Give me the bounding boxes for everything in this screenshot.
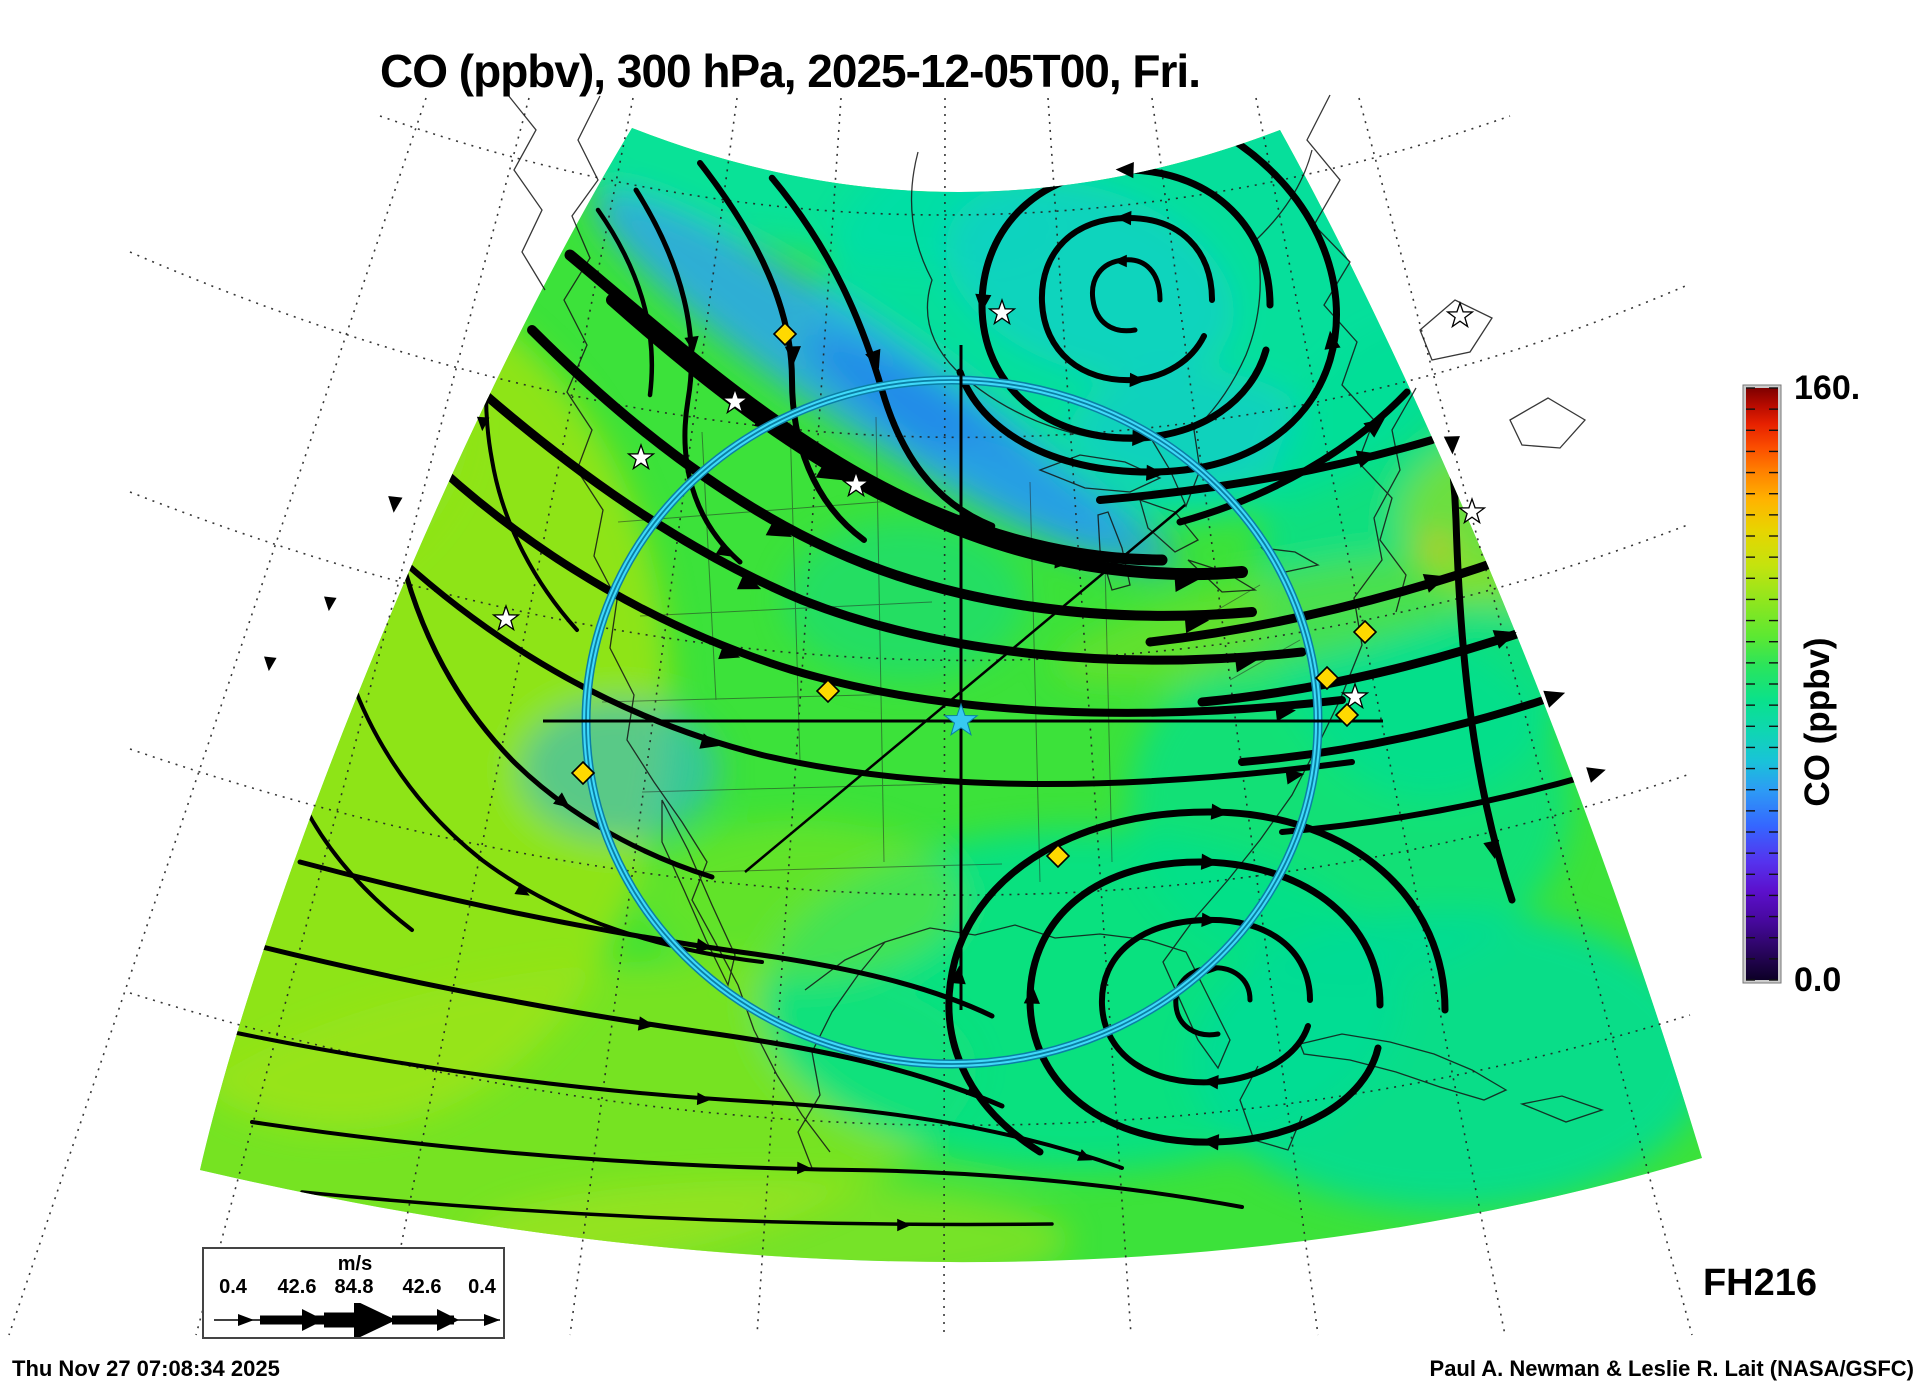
streamline-arrowheads xyxy=(264,162,1606,1232)
wind-legend-value: 42.6 xyxy=(402,1276,442,1298)
coastline-layer xyxy=(507,94,1605,1169)
wind-legend-unit: m/s xyxy=(337,1253,373,1275)
colorbar-axis-label: CO (ppbv) xyxy=(1798,637,1837,807)
footer-timestamp: Thu Nov 27 07:08:34 2025 xyxy=(12,1356,280,1381)
page-title: CO (ppbv), 300 hPa, 2025-12-05T00, Fri. xyxy=(380,45,1201,97)
colorbar-min-label: 0.0 xyxy=(1794,961,1842,999)
colorbar-max-label: 160. xyxy=(1794,369,1861,407)
wind-legend-value: 0.4 xyxy=(468,1276,496,1298)
wind-legend-value: 84.8 xyxy=(334,1276,374,1298)
wind-legend-value: 0.4 xyxy=(219,1276,247,1298)
wind-legend-arrow-glyph xyxy=(214,1303,500,1337)
wind-legend-value: 42.6 xyxy=(277,1276,317,1298)
footer-credit: Paul A. Newman & Leslie R. Lait (NASA/GS… xyxy=(1429,1356,1914,1381)
colorbar-ticks xyxy=(1746,387,1778,981)
colorbar xyxy=(1740,382,1784,986)
wind-streamlines-layer xyxy=(230,134,1665,1227)
forecast-hour-label: FH216 xyxy=(1702,1262,1817,1304)
wind-speed-legend: m/s 0.4 42.6 84.8 42.6 0.4 xyxy=(202,1247,505,1339)
station-markers xyxy=(491,298,1487,869)
